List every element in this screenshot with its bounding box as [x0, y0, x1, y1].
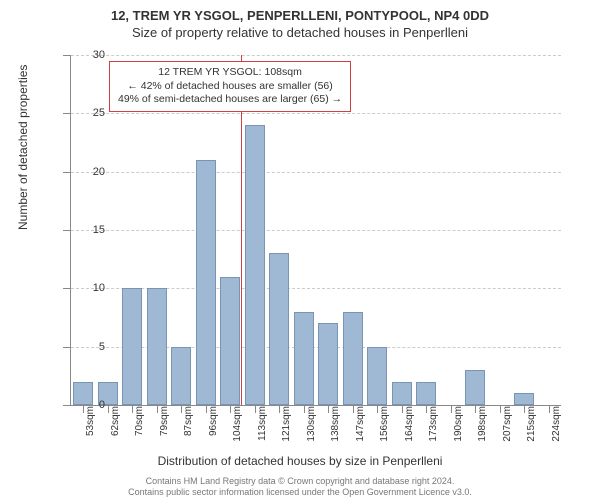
y-tick-label: 5 — [99, 341, 105, 353]
x-tick-label: 96sqm — [208, 406, 219, 446]
x-tick — [402, 405, 403, 413]
y-tick — [63, 288, 71, 289]
x-tick-label: 138sqm — [330, 406, 341, 446]
y-tick — [63, 405, 71, 406]
y-tick-label: 25 — [93, 107, 105, 119]
x-tick-label: 70sqm — [134, 406, 145, 446]
x-tick-label: 173sqm — [428, 406, 439, 446]
y-tick-label: 0 — [99, 399, 105, 411]
bar — [220, 277, 240, 405]
bar — [465, 370, 485, 405]
x-tick-label: 87sqm — [183, 406, 194, 446]
x-tick-label: 121sqm — [281, 406, 292, 446]
annotation-line: ← 42% of detached houses are smaller (56… — [118, 80, 342, 94]
title-main: 12, TREM YR YSGOL, PENPERLLENI, PONTYPOO… — [0, 0, 600, 23]
footer: Contains HM Land Registry data © Crown c… — [0, 476, 600, 498]
x-tick-label: 113sqm — [257, 406, 268, 446]
x-tick-label: 130sqm — [306, 406, 317, 446]
bar — [147, 288, 167, 405]
bar — [171, 347, 191, 405]
y-tick-label: 10 — [93, 282, 105, 294]
x-tick-label: 215sqm — [526, 406, 537, 446]
bar — [416, 382, 436, 405]
bar — [392, 382, 412, 405]
y-tick — [63, 230, 71, 231]
x-tick-label: 156sqm — [379, 406, 390, 446]
bar — [294, 312, 314, 405]
grid-line — [71, 113, 561, 114]
y-axis-title: Number of detached properties — [16, 65, 30, 230]
bar — [318, 323, 338, 405]
footer-line1: Contains HM Land Registry data © Crown c… — [0, 476, 600, 487]
x-tick-label: 147sqm — [355, 406, 366, 446]
y-tick-label: 30 — [93, 49, 105, 61]
annotation-line: 49% of semi-detached houses are larger (… — [118, 93, 342, 107]
grid-line — [71, 230, 561, 231]
bar — [269, 253, 289, 405]
footer-line2: Contains public sector information licen… — [0, 487, 600, 498]
x-tick-label: 62sqm — [110, 406, 121, 446]
bar — [514, 393, 534, 405]
x-tick-label: 224sqm — [551, 406, 562, 446]
grid-line — [71, 172, 561, 173]
x-tick — [304, 405, 305, 413]
x-tick — [353, 405, 354, 413]
grid-line — [71, 55, 561, 56]
x-tick-label: 190sqm — [453, 406, 464, 446]
y-tick-label: 15 — [93, 224, 105, 236]
x-tick-label: 164sqm — [404, 406, 415, 446]
grid-line — [71, 288, 561, 289]
bar — [367, 347, 387, 405]
annotation-line: 12 TREM YR YSGOL: 108sqm — [118, 66, 342, 80]
annotation-box: 12 TREM YR YSGOL: 108sqm← 42% of detache… — [109, 61, 351, 112]
grid-line — [71, 347, 561, 348]
chart-area: 53sqm62sqm70sqm79sqm87sqm96sqm104sqm113s… — [70, 55, 561, 406]
x-tick — [255, 405, 256, 413]
x-tick-label: 198sqm — [477, 406, 488, 446]
x-tick-label: 104sqm — [232, 406, 243, 446]
x-tick — [451, 405, 452, 413]
x-tick — [500, 405, 501, 413]
bar — [245, 125, 265, 405]
x-tick — [108, 405, 109, 413]
bar — [196, 160, 216, 405]
bar — [122, 288, 142, 405]
y-tick — [63, 172, 71, 173]
x-tick — [549, 405, 550, 413]
x-tick-label: 207sqm — [502, 406, 513, 446]
y-tick — [63, 347, 71, 348]
x-tick-label: 79sqm — [159, 406, 170, 446]
x-tick — [206, 405, 207, 413]
y-tick — [63, 113, 71, 114]
y-tick — [63, 55, 71, 56]
bar — [73, 382, 93, 405]
y-tick-label: 20 — [93, 166, 105, 178]
title-sub: Size of property relative to detached ho… — [0, 23, 600, 40]
bar — [343, 312, 363, 405]
x-axis-title: Distribution of detached houses by size … — [0, 454, 600, 468]
x-tick — [157, 405, 158, 413]
x-tick-label: 53sqm — [85, 406, 96, 446]
